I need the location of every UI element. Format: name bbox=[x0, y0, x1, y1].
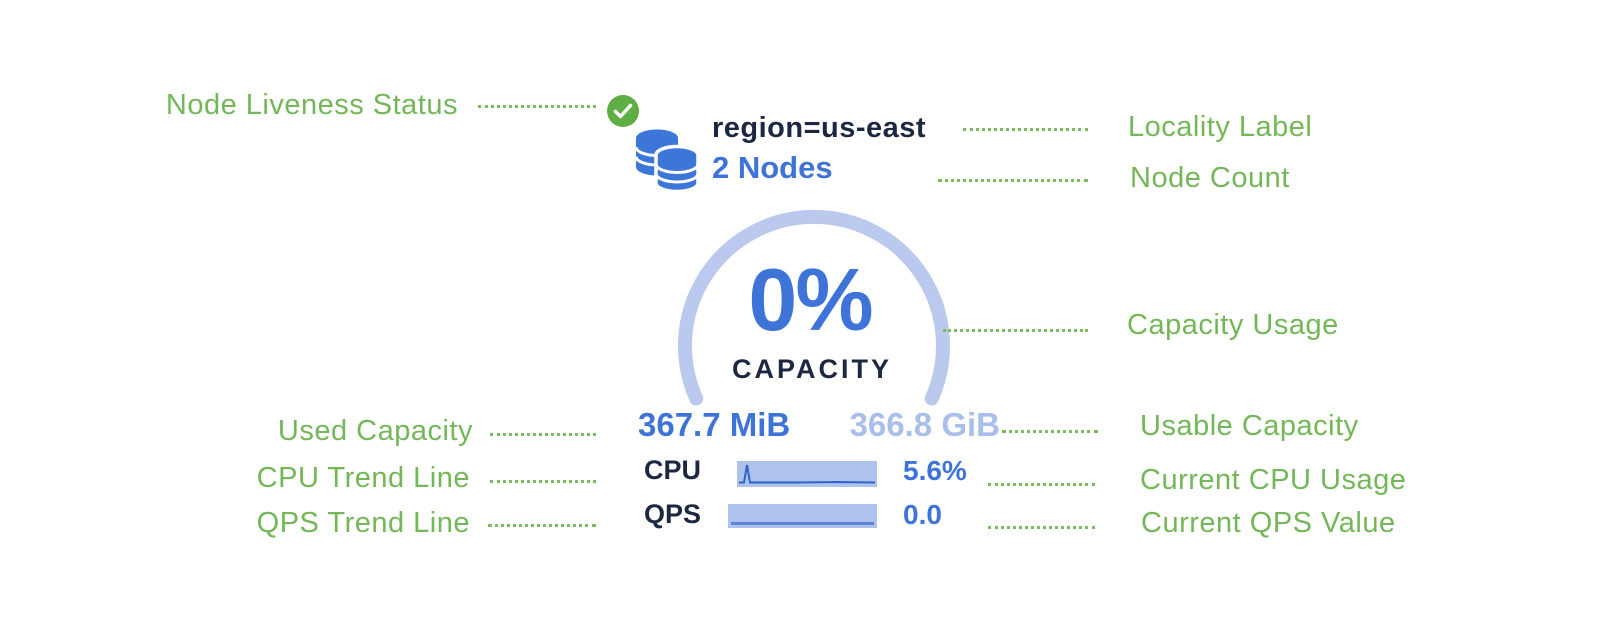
locality-label: region=us-east bbox=[712, 112, 927, 144]
leader-usable-capacity bbox=[1002, 430, 1098, 433]
cpu-trend-sparkline bbox=[737, 461, 877, 492]
usable-capacity-value: 366.8 GiB bbox=[849, 406, 1000, 443]
capacity-gauge-arc bbox=[669, 205, 959, 417]
leader-used-capacity bbox=[490, 433, 596, 436]
leader-qps-trend bbox=[488, 524, 596, 527]
annotation-current-qps-value: Current QPS Value bbox=[1141, 507, 1396, 539]
cpu-current-value: 5.6% bbox=[903, 455, 967, 486]
leader-current-cpu bbox=[988, 483, 1095, 486]
annotation-capacity-usage: Capacity Usage bbox=[1127, 309, 1339, 341]
node-count: 2 Nodes bbox=[712, 150, 833, 185]
leader-locality-label bbox=[963, 128, 1088, 131]
leader-node-liveness bbox=[478, 105, 596, 108]
capacity-caption: CAPACITY bbox=[731, 354, 892, 384]
leader-current-qps bbox=[988, 526, 1095, 529]
annotation-current-cpu-usage: Current CPU Usage bbox=[1140, 464, 1407, 496]
annotation-usable-capacity: Usable Capacity bbox=[1140, 410, 1359, 442]
capacity-values-row: 367.7 MiB 366.8 GiB bbox=[638, 406, 1000, 444]
qps-trend-sparkline bbox=[728, 504, 877, 533]
capacity-usage-percent: 0% bbox=[748, 250, 873, 349]
annotation-locality-label: Locality Label bbox=[1128, 111, 1313, 143]
node-liveness-check-icon bbox=[606, 94, 640, 128]
annotation-cpu-trend-line: CPU Trend Line bbox=[256, 462, 470, 494]
leader-cpu-trend bbox=[490, 480, 596, 483]
leader-capacity-usage bbox=[943, 329, 1088, 332]
annotation-used-capacity: Used Capacity bbox=[277, 415, 473, 447]
qps-metric-label: QPS bbox=[644, 499, 702, 529]
database-stack-icon bbox=[630, 124, 702, 194]
used-capacity-value: 367.7 MiB bbox=[638, 406, 791, 443]
annotation-qps-trend-line: QPS Trend Line bbox=[256, 507, 470, 539]
annotation-node-liveness-status: Node Liveness Status bbox=[165, 89, 458, 121]
annotation-node-count: Node Count bbox=[1130, 162, 1290, 194]
qps-current-value: 0.0 bbox=[903, 499, 942, 530]
cpu-metric-label: CPU bbox=[644, 455, 702, 485]
leader-node-count bbox=[938, 179, 1088, 182]
